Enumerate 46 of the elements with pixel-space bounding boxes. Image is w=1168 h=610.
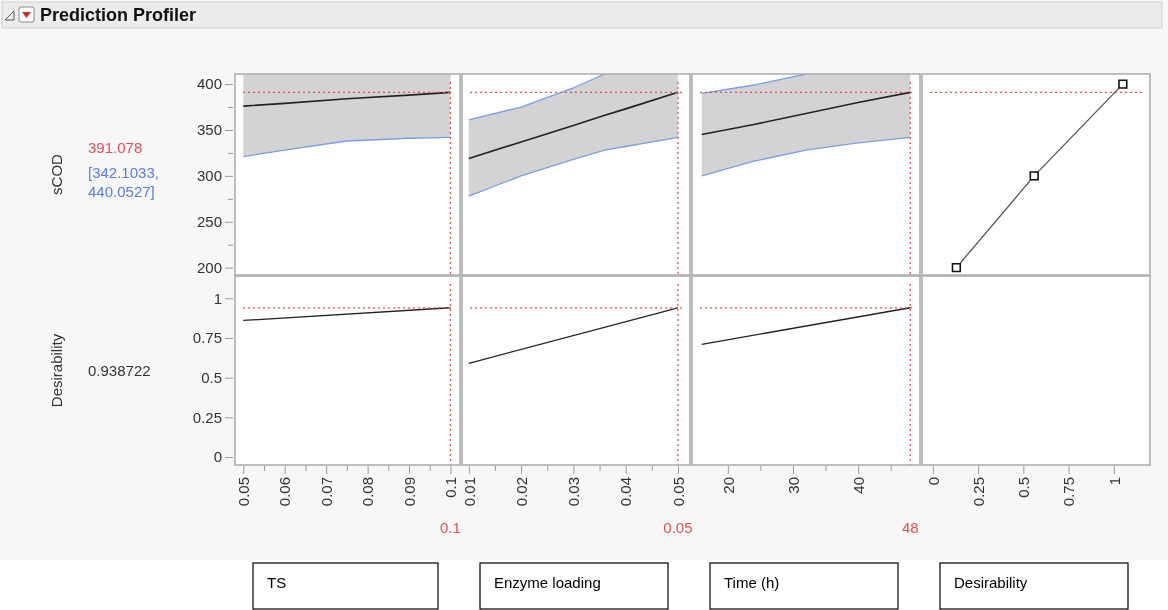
y-tick-label: 0	[213, 448, 222, 466]
y-tick-label: 300	[196, 167, 222, 185]
y-tick-label: 400	[196, 75, 222, 93]
x-tick-label: 0.03	[565, 477, 583, 507]
ref-line-label: 48	[901, 519, 919, 536]
x-axis-title: Desirability	[954, 574, 1028, 591]
x-tick-label: 0.01	[460, 477, 478, 507]
chart-title: Prediction Profiler	[40, 5, 197, 25]
x-tick-label: 0.09	[400, 477, 418, 507]
x-tick-label: 0	[924, 477, 942, 486]
x-tick-label: 0.02	[512, 477, 530, 507]
x-tick-label: 1	[1105, 477, 1123, 486]
x-tick-label: 0.08	[359, 477, 377, 507]
y-tick-label: 350	[196, 121, 222, 139]
x-tick-label: 0.5	[1015, 477, 1033, 498]
y-axis-title: sCOD	[48, 153, 65, 195]
ref-line-label: 0.05	[663, 519, 693, 536]
text: [342.1033, 440.0527]	[88, 163, 164, 200]
label-box: Time (h)	[709, 562, 899, 610]
x-tick-label: 40	[849, 477, 867, 494]
text: 0.938722	[88, 361, 151, 379]
x-tick-label: 0.05	[669, 477, 687, 507]
x-tick-label: 0.06	[276, 477, 294, 507]
x-axis-title: Time (h)	[724, 574, 780, 591]
label-box: Enzyme loading	[479, 562, 669, 610]
y-tick-label: 1	[213, 289, 222, 307]
x-tick-label: 0.25	[969, 477, 987, 507]
label-box: Desirability	[939, 562, 1129, 610]
y-tick-label: 250	[196, 213, 222, 231]
y-tick-label: 0.5	[201, 368, 222, 386]
y-tick-label: 0.25	[192, 408, 222, 426]
x-tick-label: 0.1	[442, 477, 460, 498]
x-tick-label: 0.04	[617, 477, 635, 507]
x-axis-title: Enzyme loading	[494, 574, 601, 591]
x-tick-label: 0.05	[235, 477, 253, 507]
y-axis-title: Desirability	[48, 333, 65, 408]
ref-line-label: 391.078	[88, 138, 143, 156]
y-tick-label: 200	[196, 258, 222, 276]
x-tick-label: 30	[784, 477, 802, 494]
x-tick-label: 0.75	[1060, 477, 1078, 507]
x-tick-label: 0.07	[317, 477, 335, 507]
label-box: TS	[252, 562, 439, 610]
x-axis-title: TS	[267, 574, 287, 591]
x-tick-label: 20	[719, 477, 737, 494]
ref-line-label: 0.1	[440, 519, 461, 536]
y-tick-label: 0.75	[192, 329, 222, 347]
